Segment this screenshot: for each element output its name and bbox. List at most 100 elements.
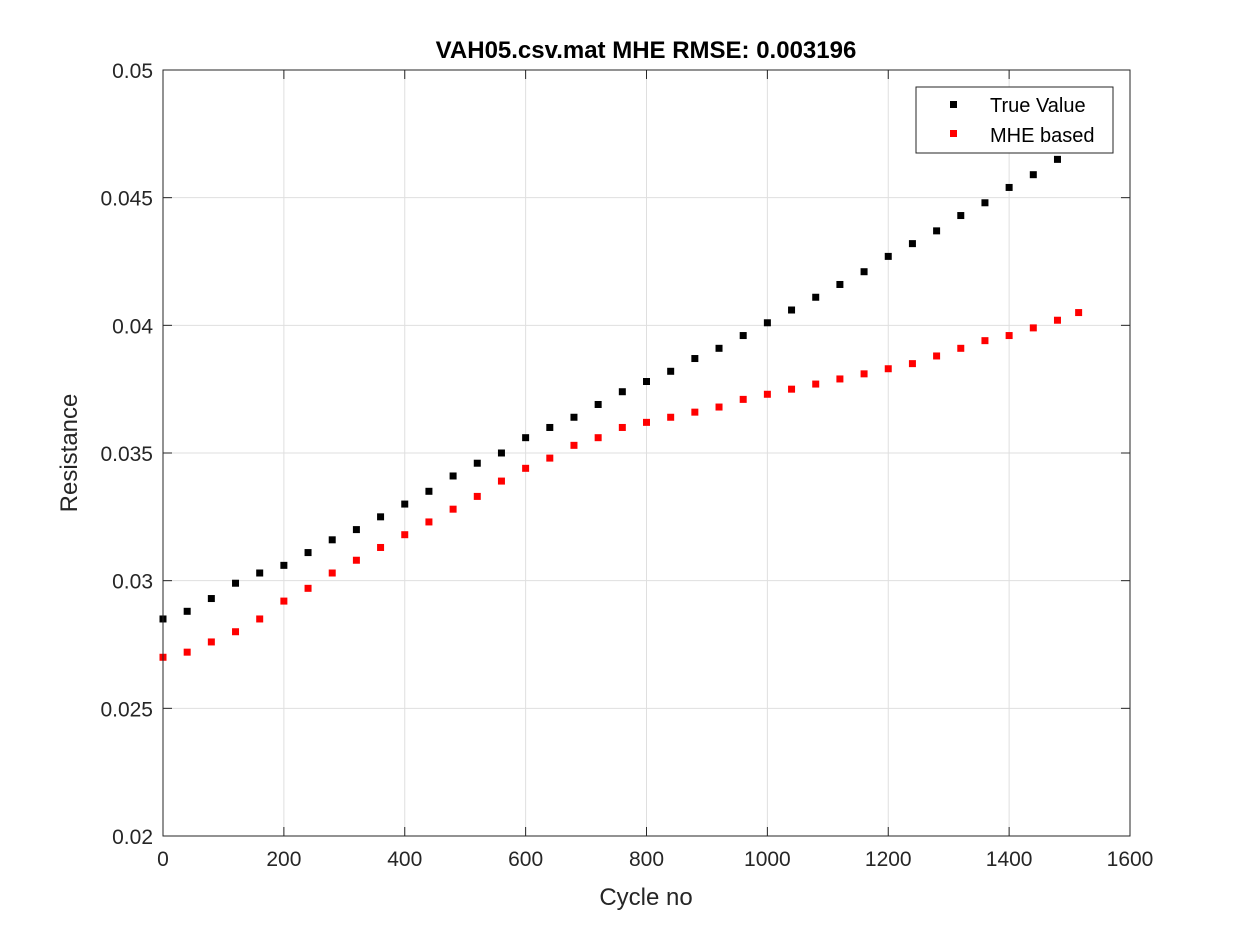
data-point: [570, 413, 578, 421]
x-tick-label: 800: [629, 848, 664, 871]
data-point: [570, 441, 578, 449]
data-point: [473, 459, 481, 467]
data-point: [207, 595, 215, 603]
y-tick-label: 0.045: [100, 188, 153, 211]
data-point: [836, 280, 844, 288]
y-tick-label: 0.03: [112, 571, 153, 594]
data-point: [739, 332, 747, 340]
data-point: [667, 367, 675, 375]
data-point: [812, 380, 820, 388]
x-tick-label: 0: [157, 848, 169, 871]
data-point: [183, 648, 191, 656]
y-tick-label: 0.035: [100, 443, 153, 466]
data-point: [884, 365, 892, 373]
data-point: [594, 400, 602, 408]
data-point: [1029, 171, 1037, 179]
x-tick-label: 1400: [986, 848, 1033, 871]
data-point: [401, 500, 409, 508]
y-tick-label: 0.04: [112, 315, 153, 338]
data-point: [546, 423, 554, 431]
legend-label-true-value: True Value: [990, 95, 1086, 117]
data-point: [280, 597, 288, 605]
x-tick-label: 600: [508, 848, 543, 871]
legend-label-mhe-based: MHE based: [990, 125, 1095, 147]
data-point: [401, 531, 409, 539]
data-point: [522, 434, 530, 442]
data-point: [1005, 183, 1013, 191]
data-point: [908, 240, 916, 248]
data-point: [715, 403, 723, 411]
data-point: [1005, 332, 1013, 340]
x-tick-label: 1600: [1107, 848, 1154, 871]
data-point: [981, 199, 989, 207]
data-point: [739, 395, 747, 403]
data-point: [497, 477, 505, 485]
data-point: [981, 337, 989, 345]
data-point: [1029, 324, 1037, 332]
data-point: [183, 607, 191, 615]
data-point: [425, 487, 433, 495]
data-point: [884, 252, 892, 260]
legend-box: [915, 86, 1114, 154]
data-point: [473, 492, 481, 500]
data-point: [377, 543, 385, 551]
y-tick-label: 0.025: [100, 698, 153, 721]
series-true-value: [159, 145, 1083, 623]
data-point: [328, 569, 336, 577]
legend-marker-mhe-based: [950, 130, 957, 137]
data-point: [304, 549, 312, 557]
data-point: [207, 638, 215, 646]
data-point: [643, 378, 650, 386]
data-point: [522, 464, 530, 472]
data-point: [1053, 316, 1061, 324]
data-point: [352, 526, 360, 534]
chart-title: VAH05.csv.mat MHE RMSE: 0.003196: [436, 37, 857, 64]
data-point: [908, 360, 916, 368]
data-point: [594, 434, 602, 442]
data-point: [957, 212, 965, 220]
data-point: [304, 584, 312, 592]
data-point: [860, 370, 868, 378]
data-point: [860, 268, 868, 276]
data-point: [425, 518, 433, 526]
data-point: [691, 355, 699, 363]
data-point: [546, 454, 554, 462]
series-mhe-based: [159, 309, 1083, 661]
x-tick-label: 1000: [744, 848, 791, 871]
legend-marker-true-value: [950, 101, 957, 108]
data-point: [667, 413, 675, 421]
series-layer: [159, 145, 1083, 661]
data-point: [812, 293, 820, 301]
data-point: [328, 536, 336, 544]
data-point: [377, 513, 385, 521]
data-point: [933, 352, 941, 360]
data-point: [352, 556, 360, 564]
data-point: [280, 561, 288, 569]
legend: True Value MHE based: [915, 86, 1114, 154]
y-tick-label: 0.05: [112, 60, 153, 83]
data-point: [691, 408, 699, 416]
x-tick-label: 1200: [865, 848, 912, 871]
data-point: [232, 628, 240, 636]
x-tick-label: 400: [387, 848, 422, 871]
x-tick-label: 200: [266, 848, 301, 871]
data-point: [449, 472, 457, 480]
data-point: [836, 375, 844, 383]
data-point: [715, 344, 723, 352]
data-point: [788, 385, 796, 393]
ticks: 0 200 400 600 800 1000 1200 1400 1600 0.02 0.025 0.…: [100, 60, 1153, 871]
data-point: [643, 418, 650, 426]
y-tick-label: 0.02: [112, 826, 153, 849]
data-point: [957, 344, 965, 352]
data-point: [763, 319, 771, 327]
data-point: [232, 579, 240, 587]
data-point: [618, 423, 626, 431]
data-point: [1075, 309, 1083, 317]
data-point: [788, 306, 796, 314]
data-point: [933, 227, 941, 235]
data-point: [618, 388, 626, 396]
data-point: [497, 449, 505, 457]
data-point: [256, 569, 264, 577]
